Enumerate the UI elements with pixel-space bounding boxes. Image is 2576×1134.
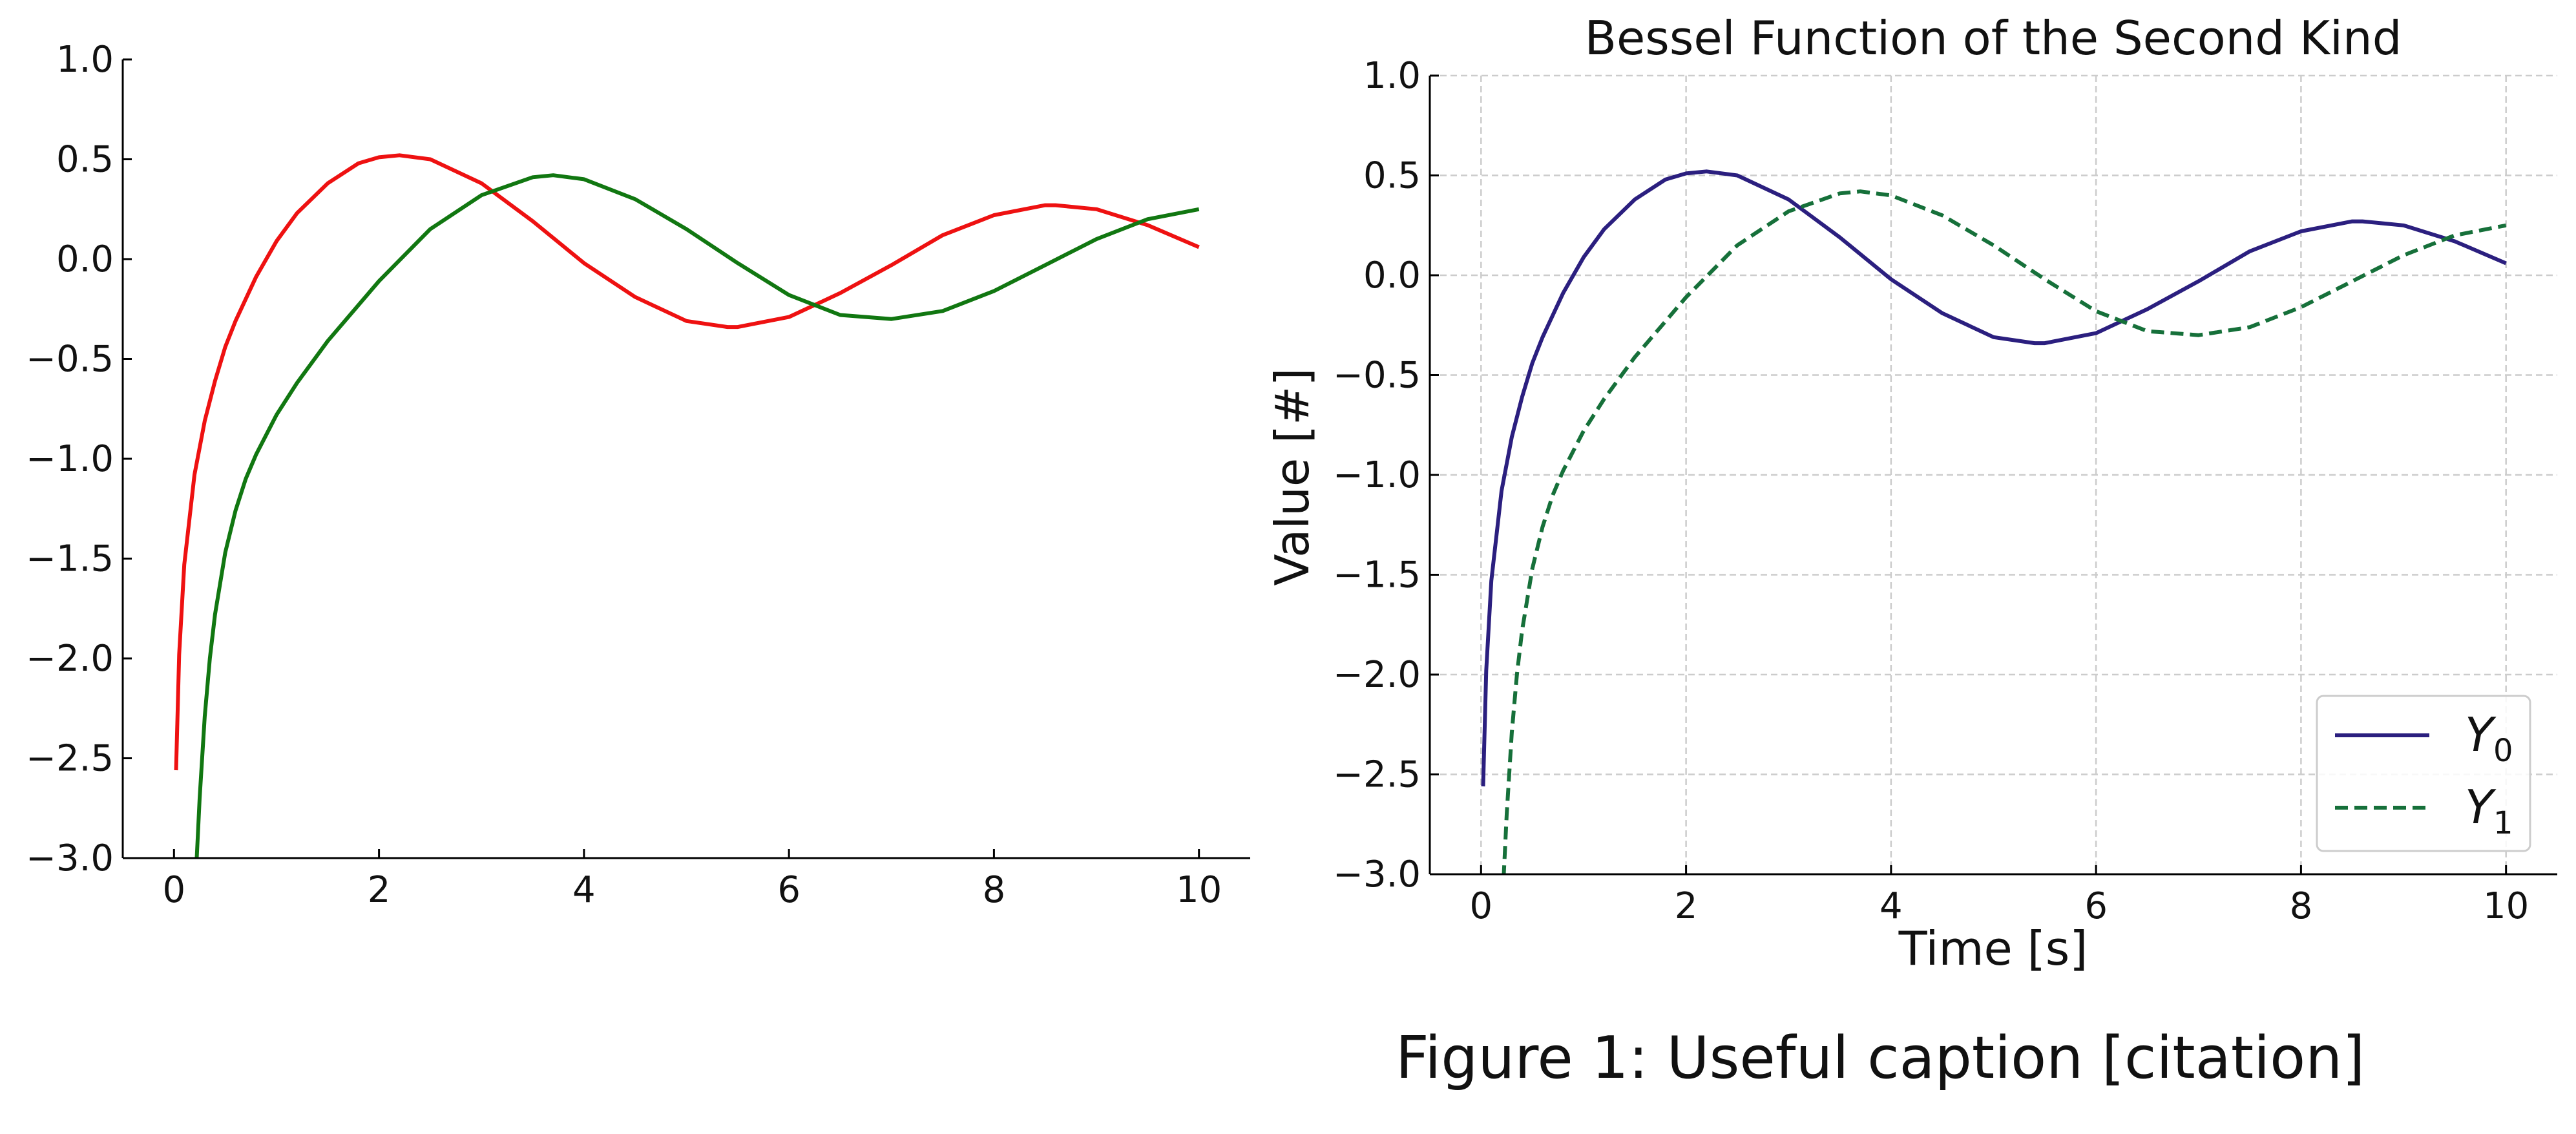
- chart-title: Bessel Function of the Second Kind: [1585, 11, 2402, 65]
- x-tick-label: 2: [1675, 885, 1698, 927]
- y-tick-label: −0.5: [26, 339, 114, 381]
- x-tick-label: 0: [1469, 885, 1492, 927]
- chart-left: 0 2 4 6 8 10 1.0 0.5 0.0 −0.5 −1.0 −1.5 −2.0 −2.5 −3.0: [26, 39, 1250, 911]
- series-line-y1: [1502, 189, 2507, 874]
- y-tick-label: −1.5: [26, 538, 114, 580]
- y-tick-label: −2.5: [26, 738, 114, 780]
- y-tick-label: −1.0: [26, 438, 114, 480]
- x-tick-label: 4: [1880, 885, 1903, 927]
- x-tick-label: 8: [2290, 885, 2313, 927]
- x-tick-label: 10: [1176, 869, 1222, 911]
- chart-right: Bessel Function of the Second Kind Time …: [1265, 11, 2557, 976]
- series-line-y0: [1481, 169, 2507, 787]
- y-tick-label: −3.0: [1333, 854, 1421, 896]
- x-tick-label: 4: [572, 869, 596, 911]
- y-tick-label: 0.5: [1363, 155, 1421, 197]
- x-axis-label: Time [s]: [1898, 921, 2088, 976]
- y-tick-label: 0.0: [56, 238, 114, 280]
- figure-caption: Figure 1: Useful caption [citation]: [1396, 1024, 2365, 1092]
- y-tick-label: −0.5: [1333, 355, 1421, 397]
- series-line-line-2: [194, 173, 1200, 858]
- x-tick-label: 8: [983, 869, 1006, 911]
- y-tick-label: 1.0: [56, 39, 114, 81]
- x-tick-label: 2: [368, 869, 391, 911]
- legend: Y0 Y1: [2316, 695, 2531, 852]
- y-tick-label: 1.0: [1363, 55, 1421, 97]
- y-tick-label: −2.0: [1333, 654, 1421, 696]
- x-tick-label: 0: [162, 869, 185, 911]
- y-tick-label: −2.5: [1333, 754, 1421, 796]
- x-tick-label: 6: [2084, 885, 2108, 927]
- right-axes: 0 2 4 6 8 10 1.0 0.5 0.0 −0.5 −1.0 −1.5 −2.0 −2.5 −3.0: [1333, 55, 2557, 927]
- y-tick-label: −1.0: [1333, 454, 1421, 496]
- left-series: [174, 153, 1200, 858]
- series-line-line-1: [174, 153, 1200, 771]
- y-tick-label: −3.0: [26, 837, 114, 879]
- x-tick-label: 6: [777, 869, 801, 911]
- y-tick-label: 0.5: [56, 139, 114, 181]
- y-tick-label: 0.0: [1363, 255, 1421, 297]
- y-tick-label: −1.5: [1333, 554, 1421, 596]
- y-tick-label: −2.0: [26, 638, 114, 680]
- y-axis-label: Value [#]: [1265, 368, 1319, 585]
- left-axes: 0 2 4 6 8 10 1.0 0.5 0.0 −0.5 −1.0 −1.5 −2.0 −2.5 −3.0: [26, 39, 1250, 911]
- right-series: [1481, 169, 2507, 874]
- x-tick-label: 10: [2483, 885, 2529, 927]
